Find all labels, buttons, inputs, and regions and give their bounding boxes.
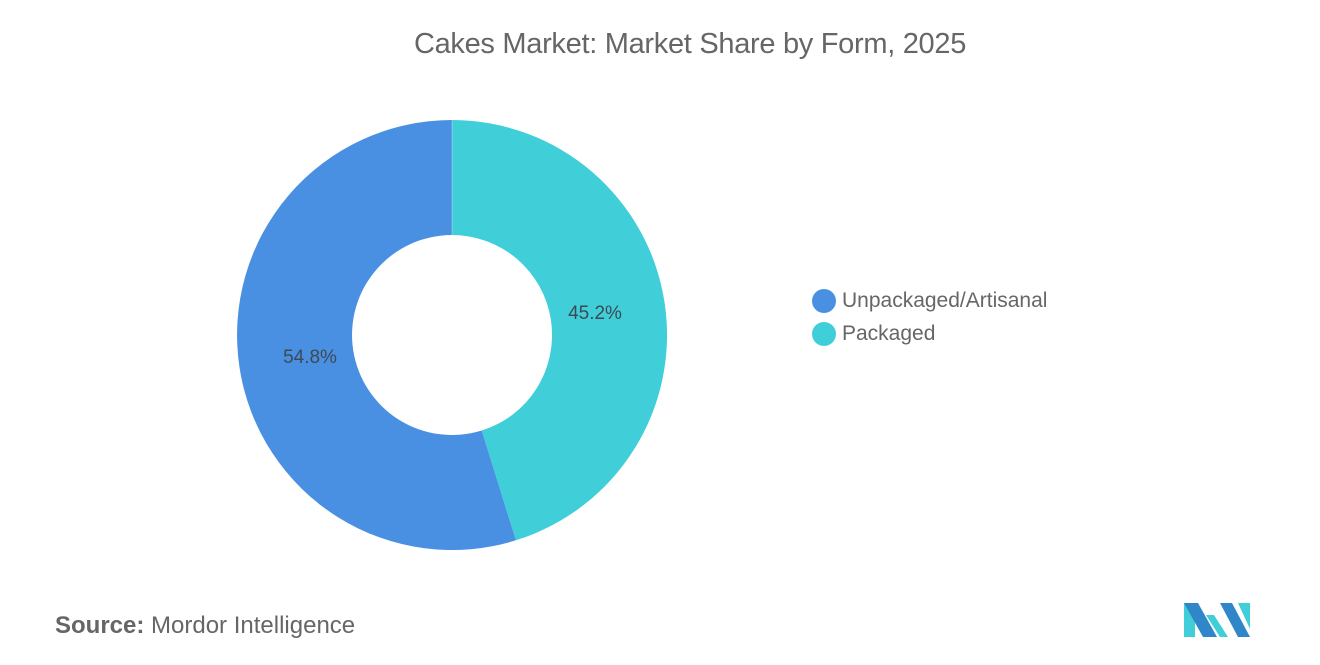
source-value: Mordor Intelligence [151,612,356,639]
legend-swatch-circle-icon [812,321,836,346]
legend-label: Packaged [842,321,936,345]
donut-segment-packaged[interactable] [452,119,668,541]
legend-item-unpackaged-artisanal[interactable]: Unpackaged/Artisanal [812,284,1047,317]
legend-swatch-circle-icon [812,288,836,313]
data-label-unpackaged-artisanal: 54.8% [283,347,337,368]
mordor-intelligence-logo-icon [1184,603,1250,637]
data-label-packaged: 45.2% [568,303,622,324]
chart-legend: Unpackaged/Artisanal Packaged [812,284,1047,350]
legend-item-packaged[interactable]: Packaged [812,317,1047,350]
donut-segment-unpackaged-artisanal[interactable] [237,120,516,550]
source-note: Source: Mordor Intelligence [55,612,355,640]
legend-label: Unpackaged/Artisanal [842,288,1048,312]
chart-title: Cakes Market: Market Share by Form, 2025 [413,28,967,60]
source-key: Source: [55,612,145,639]
